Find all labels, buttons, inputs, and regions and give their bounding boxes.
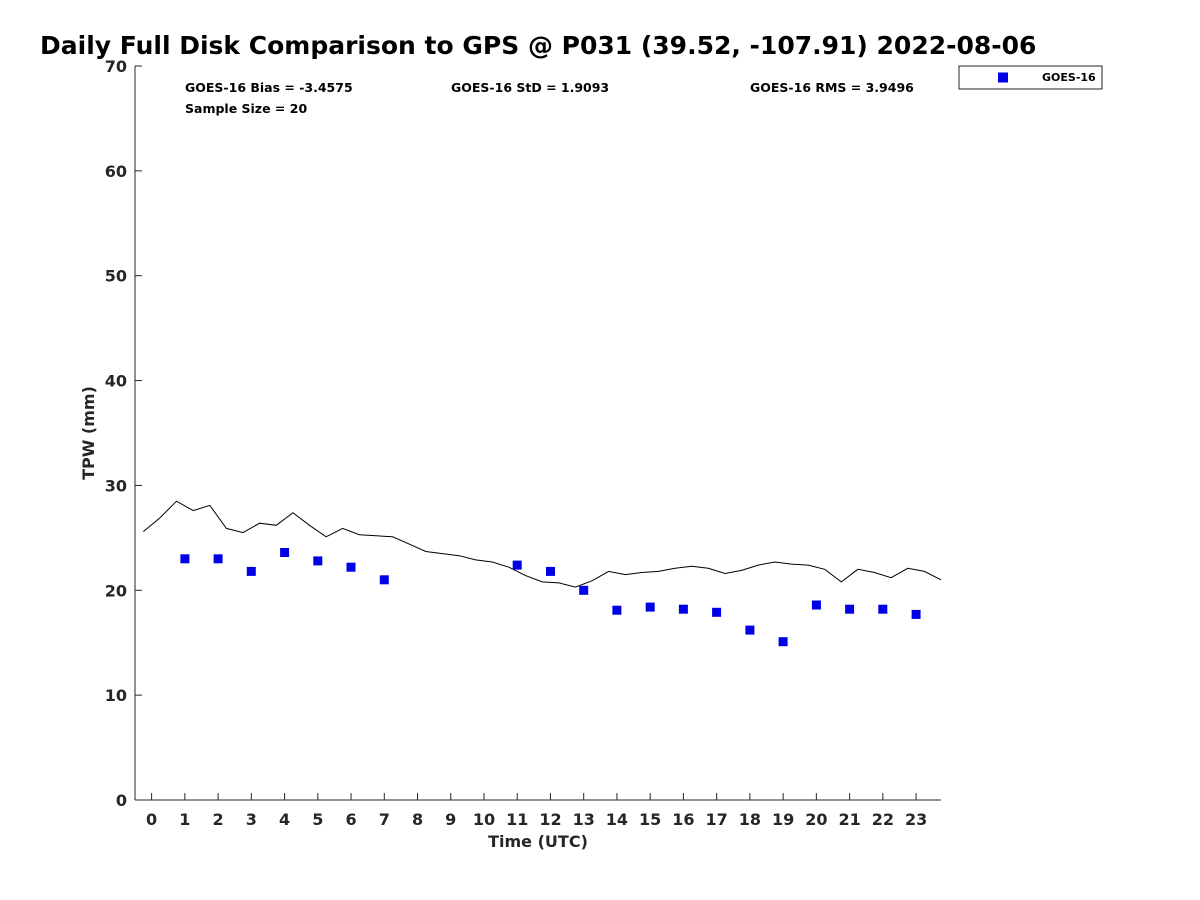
legend-marker-goes16	[998, 72, 1008, 83]
goes16-point	[512, 560, 522, 570]
y-tick-label: 60	[105, 162, 127, 181]
y-tick-label: 50	[105, 267, 127, 286]
stat-std: GOES-16 StD = 1.9093	[451, 80, 609, 95]
chart-title: Daily Full Disk Comparison to GPS @ P031…	[40, 31, 1036, 60]
x-ticks: 0 1 2 3 4 5 6 7 8 9 10 11 12 13 14 15 16 17 18 19 20 21 22 23	[146, 793, 927, 829]
x-tick-label: 16	[672, 810, 694, 829]
goes16-point	[246, 566, 256, 576]
x-axis-label: Time (UTC)	[488, 832, 588, 851]
goes16-point	[546, 566, 555, 576]
legend-box	[958, 65, 1103, 90]
x-tick-label: 3	[246, 810, 257, 829]
goes16-point	[579, 585, 589, 595]
x-tick-label: 15	[639, 810, 661, 829]
x-tick-label: 23	[905, 810, 927, 829]
goes16-point	[745, 625, 755, 635]
x-tick-label: 21	[838, 810, 860, 829]
x-tick-label: 1	[179, 810, 190, 829]
x-tick-label: 17	[706, 810, 728, 829]
x-tick-label: 7	[379, 810, 390, 829]
x-tick-label: 4	[279, 810, 290, 829]
plot-area: 0 1 2 3 4 5 6 7 8 9 10 11 12 13 14 15 16 17 18 19 20 21 22 23 0…	[105, 57, 942, 829]
y-tick-label: 20	[105, 581, 127, 600]
goes16-point	[778, 637, 788, 647]
y-tick-label: 30	[105, 476, 127, 495]
x-tick-label: 12	[539, 810, 561, 829]
x-tick-label: 0	[146, 810, 157, 829]
x-tick-label: 10	[473, 810, 495, 829]
stat-bias: GOES-16 Bias = -3.4575	[185, 80, 353, 95]
goes16-point	[612, 605, 622, 615]
goes16-point	[346, 562, 356, 572]
x-tick-label: 8	[412, 810, 423, 829]
y-tick-label: 40	[105, 372, 127, 391]
x-tick-label: 6	[345, 810, 356, 829]
goes16-markers	[180, 548, 921, 647]
y-tick-label: 70	[105, 57, 127, 76]
goes16-point	[712, 607, 722, 617]
y-tick-label: 0	[116, 791, 127, 810]
goes16-point	[878, 604, 888, 614]
legend-label-goes16: GOES-16	[1042, 71, 1096, 84]
goes16-point	[911, 609, 921, 619]
stat-rms: GOES-16 RMS = 3.9496	[750, 80, 914, 95]
goes16-point	[280, 548, 290, 557]
x-tick-label: 18	[739, 810, 761, 829]
x-tick-label: 14	[606, 810, 628, 829]
x-tick-label: 13	[573, 810, 595, 829]
goes16-point	[678, 604, 688, 614]
x-tick-label: 9	[445, 810, 456, 829]
goes16-point	[313, 556, 323, 566]
x-tick-label: 2	[213, 810, 224, 829]
stat-sample-size: Sample Size = 20	[185, 101, 307, 116]
goes16-point	[213, 554, 223, 564]
goes16-point	[645, 602, 655, 612]
x-tick-label: 11	[506, 810, 528, 829]
gps-series-line	[142, 500, 942, 588]
x-tick-label: 22	[872, 810, 894, 829]
goes16-point	[379, 575, 389, 585]
goes16-point	[180, 554, 190, 564]
goes16-point	[845, 604, 855, 614]
x-tick-label: 5	[312, 810, 323, 829]
y-ticks: 0 10 20 30 40 50 60 70	[105, 57, 142, 810]
y-axis-label: TPW (mm)	[79, 386, 98, 480]
x-tick-label: 20	[805, 810, 827, 829]
x-tick-label: 19	[772, 810, 794, 829]
legend: GOES-16	[958, 65, 1103, 90]
goes16-point	[811, 600, 821, 610]
y-tick-label: 10	[105, 686, 127, 705]
